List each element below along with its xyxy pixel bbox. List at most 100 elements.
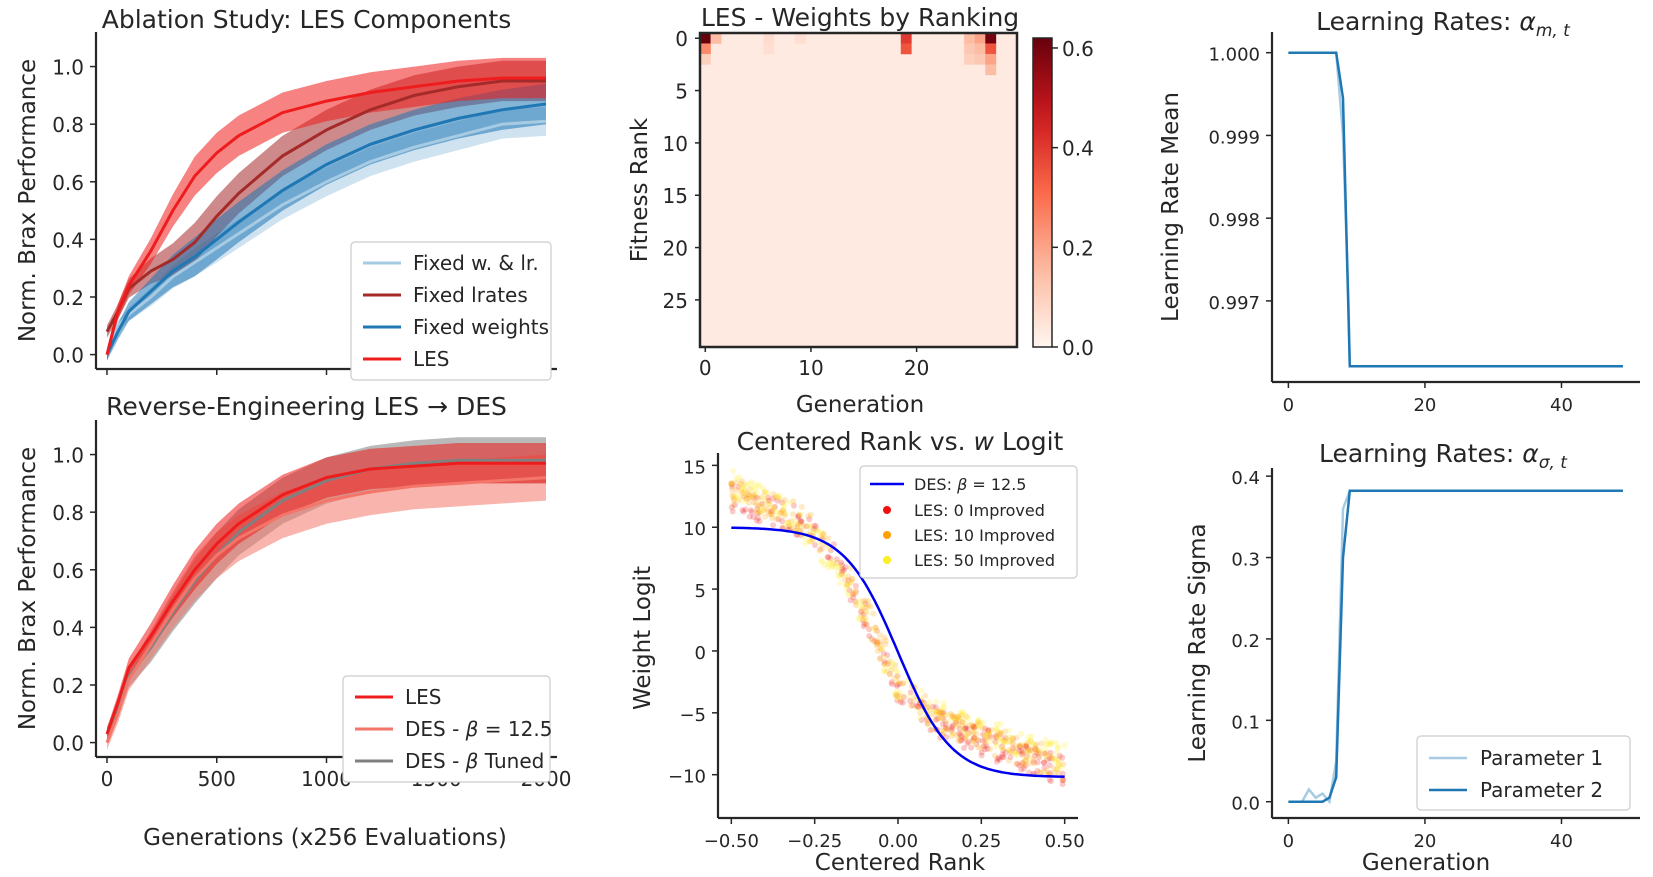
scatter-point — [729, 481, 736, 488]
scatter-point — [894, 681, 901, 688]
scatter-point — [856, 616, 863, 623]
scatter-point — [728, 481, 735, 488]
scatter-point — [733, 487, 740, 494]
scatter-point — [732, 493, 738, 500]
scatter-point — [913, 703, 920, 709]
scatter-point — [775, 495, 782, 502]
scatter-point — [860, 623, 867, 630]
scatter-point — [1023, 743, 1030, 750]
scatter-point — [852, 602, 859, 609]
scatter-point — [1010, 745, 1017, 752]
scatter-point — [1055, 756, 1062, 763]
scatter-point — [883, 637, 889, 644]
scatter-point — [733, 475, 740, 482]
scatter-point — [894, 673, 901, 680]
scatter-point — [1027, 737, 1034, 744]
scatter-point — [852, 587, 859, 594]
scatter-point — [841, 567, 847, 574]
scatter-point — [728, 480, 735, 487]
scatter-point — [1054, 749, 1061, 756]
scatter-point — [881, 658, 888, 665]
series-line — [1288, 489, 1623, 805]
scatter-point — [756, 509, 763, 516]
scatter-point — [1013, 751, 1020, 758]
chart-title: Reverse-Engineering LES → DES — [106, 392, 507, 421]
scatter-point — [952, 719, 959, 726]
y-tick-label: 0.6 — [52, 559, 84, 583]
scatter-point — [772, 509, 779, 516]
scatter-point — [758, 500, 764, 507]
scatter-point — [949, 712, 956, 718]
scatter-point — [729, 508, 736, 515]
chart-title: Ablation Study: LES Components — [102, 5, 512, 34]
heatmap-cell — [985, 33, 997, 44]
scatter-point — [939, 721, 946, 728]
x-tick-label: 20 — [904, 356, 929, 380]
scatter-point — [1001, 737, 1008, 744]
y-tick-label: 0.2 — [1231, 631, 1260, 652]
legend: Fixed w. & lr. Fixed lrates Fixed weights L… — [350, 241, 552, 381]
scatter-point — [846, 580, 853, 587]
scatter-point — [938, 707, 945, 714]
scatter-point — [985, 734, 991, 740]
scatter-point — [999, 751, 1006, 758]
legend: LES DES - β = 12.5 DES - β Tuned — [342, 675, 552, 783]
scatter-point — [940, 700, 947, 706]
scatter-point — [1036, 754, 1043, 761]
scatter-point — [741, 487, 748, 494]
y-tick-label: 10 — [663, 132, 688, 156]
scatter-point — [873, 627, 880, 634]
scatter-point — [1005, 757, 1012, 764]
heatmap-cell — [710, 33, 722, 44]
scatter-point — [942, 725, 949, 732]
logit-chart: −10 −5 0 5 10 15 −0.50 −0.25 0.00 0.25 0.50 Centere… — [630, 427, 1085, 876]
scatter-point — [1036, 752, 1043, 759]
scatter-point — [1034, 759, 1041, 766]
scatter-point — [974, 736, 981, 743]
scatter-point — [1019, 759, 1026, 766]
scatter-point — [784, 519, 790, 526]
scatter-point — [770, 491, 777, 498]
scatter-point — [888, 659, 895, 665]
scatter-point — [779, 518, 786, 525]
scatter-point — [981, 732, 988, 739]
x-tick-label: 0.50 — [1045, 831, 1085, 852]
y-tick-label: 25 — [663, 289, 688, 313]
scatter-point — [825, 554, 832, 560]
scatter-point — [1013, 734, 1020, 741]
scatter-point — [894, 695, 901, 702]
scatter-point — [994, 733, 1001, 740]
scatter-point — [769, 515, 776, 521]
scatter-point — [1060, 761, 1067, 768]
scatter-point — [873, 637, 880, 644]
scatter-point — [1043, 749, 1050, 756]
scatter-point — [938, 714, 945, 721]
scatter-point — [973, 741, 980, 748]
scatter-point — [998, 745, 1005, 752]
scatter-point — [1030, 756, 1037, 763]
series-band — [107, 106, 546, 359]
legend-label: Parameter 2 — [1480, 778, 1603, 802]
scatter-point — [1008, 748, 1015, 755]
x-axis-label: Generations (x256 Evaluations) — [143, 825, 507, 851]
scatter-point — [807, 511, 814, 518]
scatter-point — [1036, 748, 1043, 755]
scatter-point — [759, 501, 766, 507]
scatter-point — [892, 662, 899, 669]
scatter-point — [1037, 769, 1044, 776]
scatter-point — [931, 708, 938, 715]
scatter-point — [819, 545, 826, 552]
scatter-point — [753, 489, 760, 496]
chart-title: Learning Rates: αm, t — [1316, 7, 1571, 41]
scatter-point — [847, 597, 854, 604]
legend-frame — [859, 465, 1078, 579]
scatter-point — [862, 597, 869, 604]
heatmap-cell — [700, 33, 711, 44]
scatter-point — [833, 556, 840, 563]
scatter-point — [838, 559, 845, 566]
scatter-point — [962, 711, 968, 718]
scatter-point — [890, 660, 897, 667]
scatter-point — [765, 489, 771, 496]
scatter-point — [863, 604, 870, 611]
scatter-point — [1019, 751, 1025, 758]
